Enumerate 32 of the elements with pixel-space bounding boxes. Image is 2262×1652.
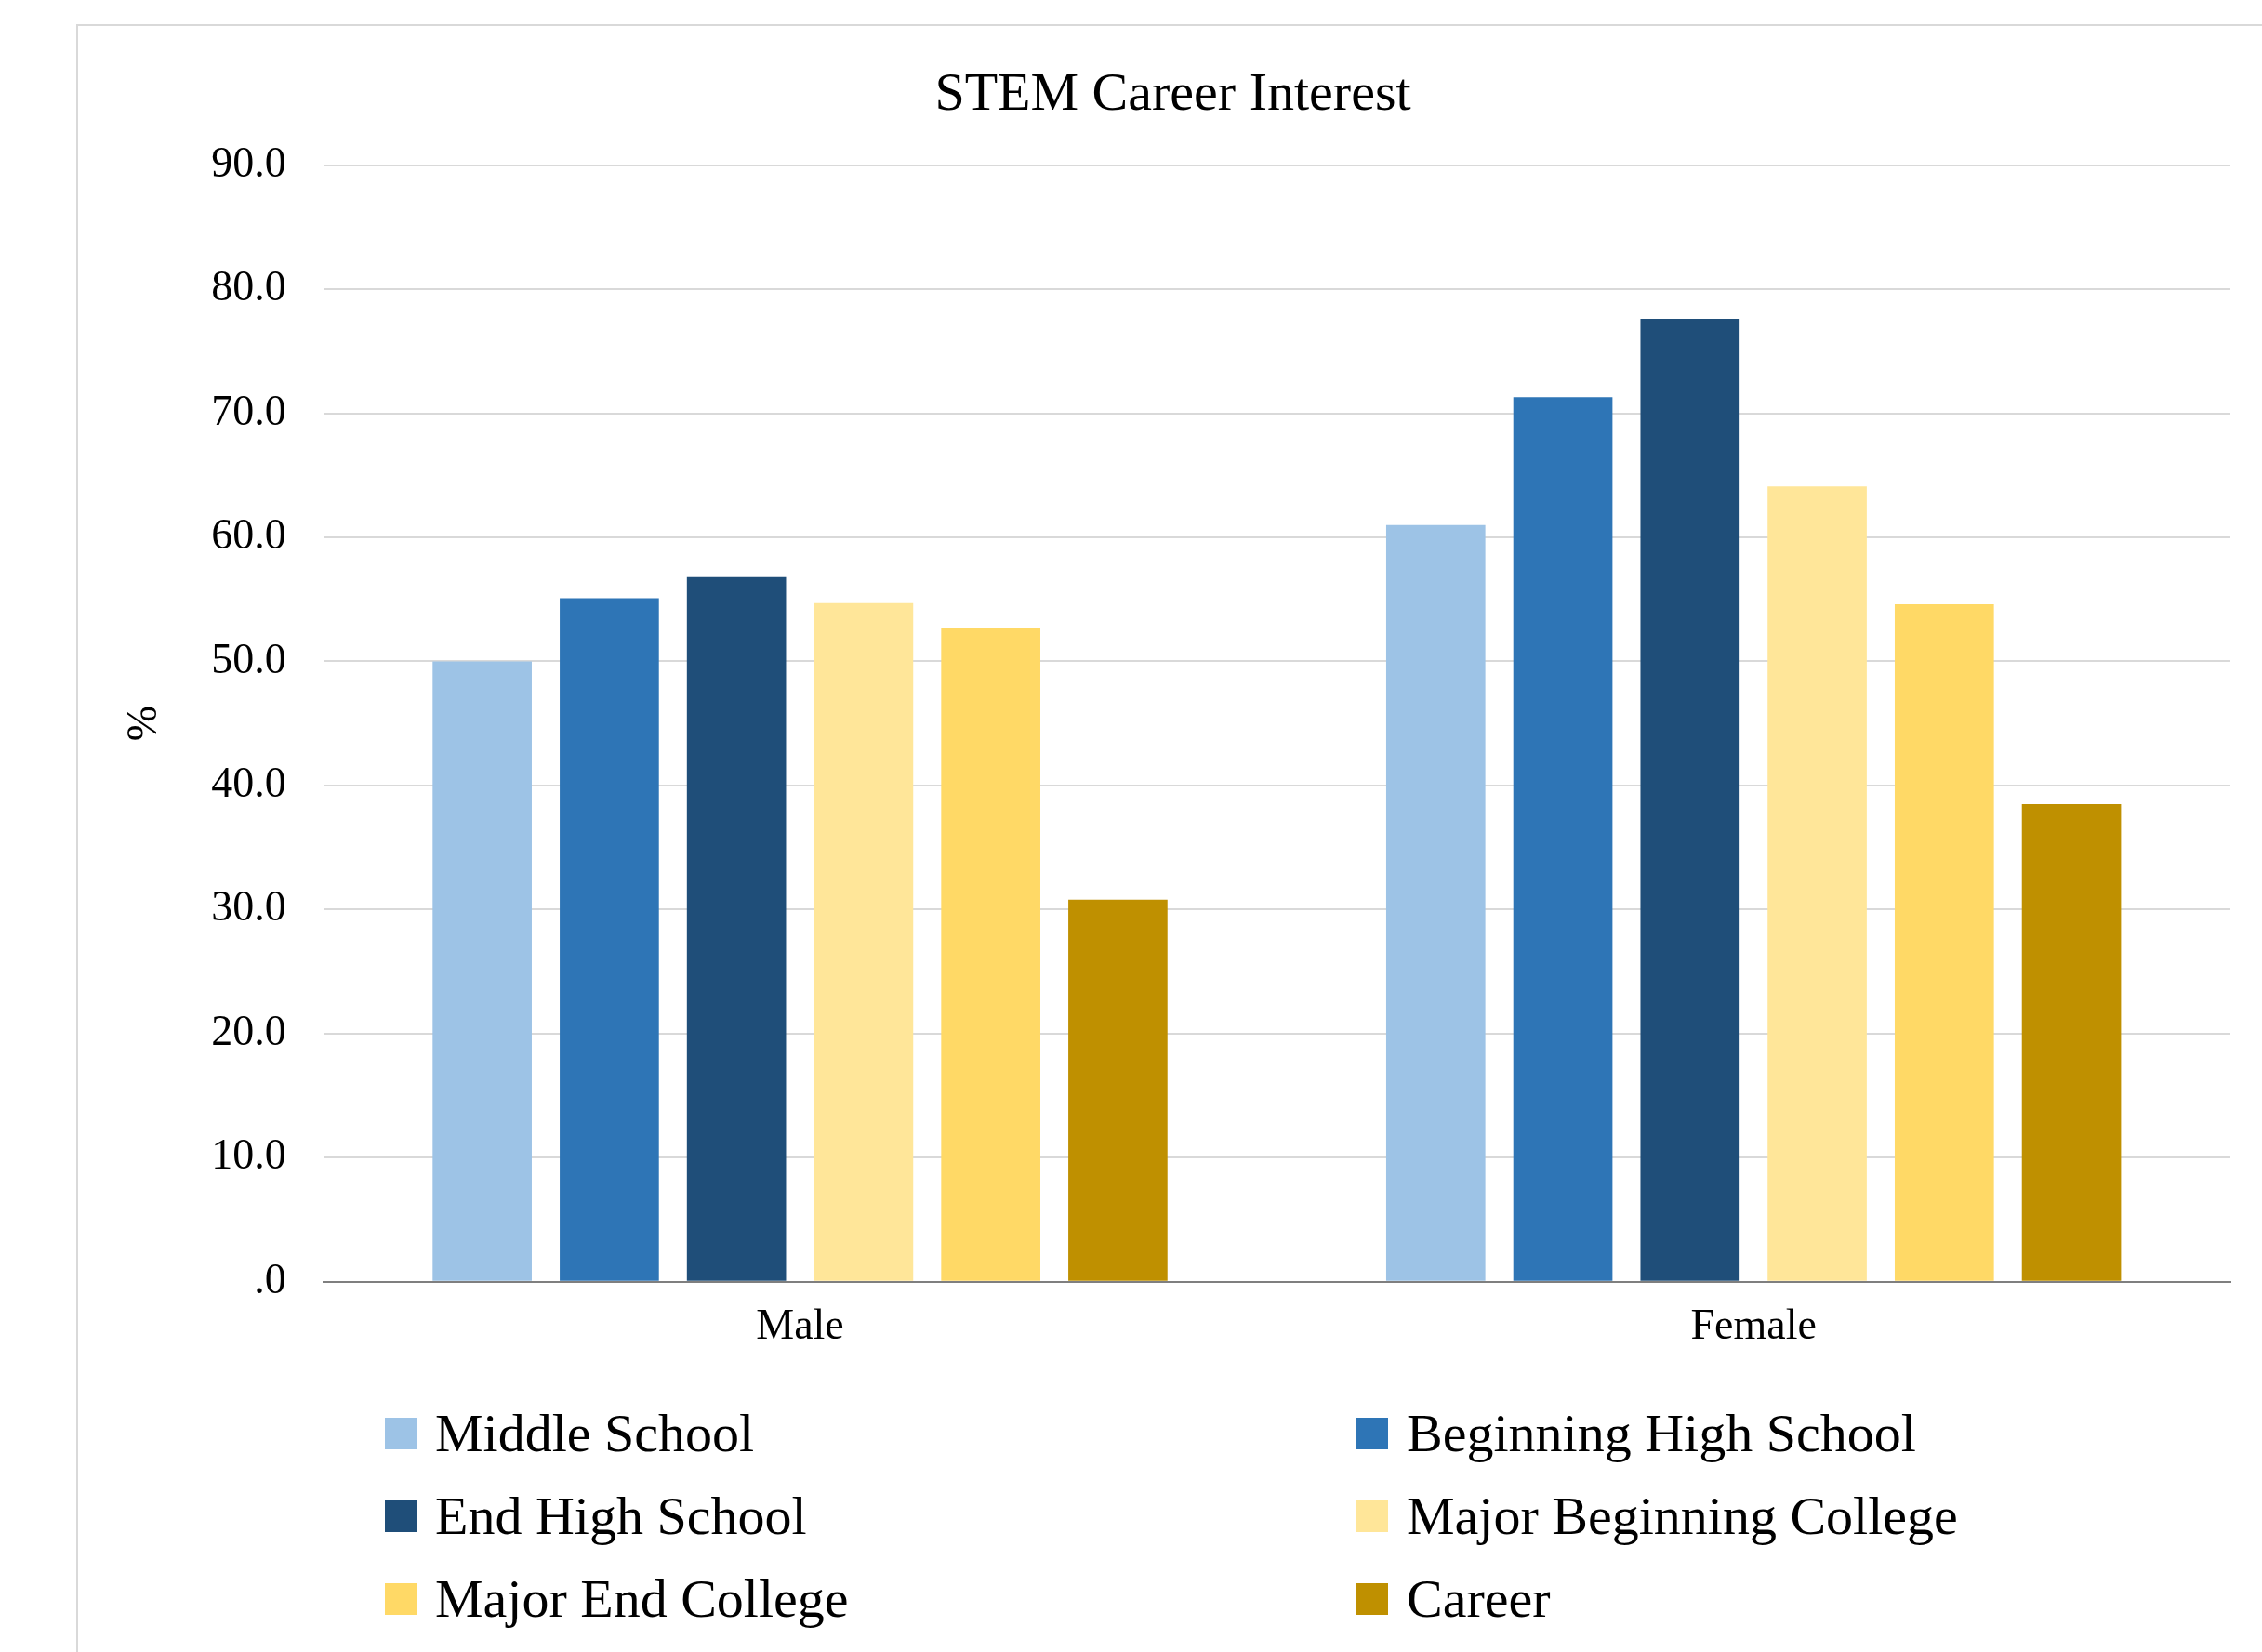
y-tick-label: 40.0 (211, 759, 286, 807)
bar (432, 661, 532, 1281)
bar (2021, 803, 2122, 1281)
legend-label: End High School (435, 1485, 807, 1547)
bar (1767, 486, 1867, 1281)
y-axis-title: % (117, 706, 165, 742)
legend-label: Major End College (435, 1567, 849, 1630)
y-tick-label: 50.0 (211, 634, 286, 682)
legend-label: Career (1407, 1567, 1551, 1630)
legend-label: Beginning High School (1407, 1402, 1916, 1464)
y-tick-label: 30.0 (211, 882, 286, 931)
chart-title: STEM Career Interest (934, 61, 1411, 123)
y-tick-label: .0 (254, 1254, 286, 1302)
bar (1068, 899, 1168, 1281)
legend-label: Major Beginning College (1407, 1485, 1958, 1547)
x-tick-label: Male (756, 1301, 844, 1349)
y-tick-label: 70.0 (211, 386, 286, 434)
bar (686, 576, 787, 1281)
bar (1894, 604, 1994, 1281)
bar (1385, 524, 1486, 1281)
bar (941, 628, 1040, 1281)
bar (560, 598, 659, 1281)
bar (1513, 397, 1613, 1281)
y-tick-label: 80.0 (211, 262, 286, 311)
x-tick-label: Female (1690, 1301, 1817, 1349)
legend-label: Middle School (435, 1402, 755, 1464)
y-tick-label: 10.0 (211, 1130, 286, 1179)
bar (1640, 319, 1740, 1281)
y-tick-label: 60.0 (211, 510, 286, 559)
bar (814, 602, 914, 1281)
y-tick-label: 20.0 (211, 1006, 286, 1054)
y-tick-label: 90.0 (211, 138, 286, 186)
